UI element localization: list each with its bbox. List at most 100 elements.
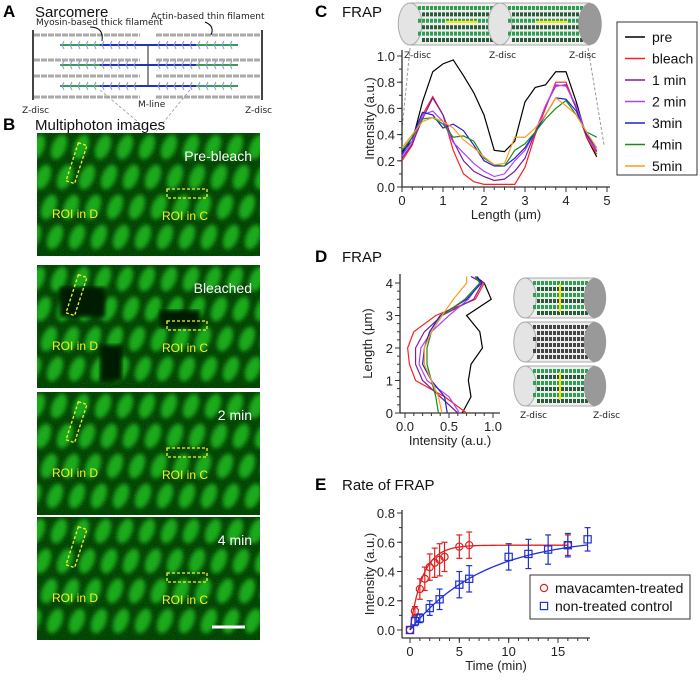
x-tick-label: 3 xyxy=(521,193,528,208)
sarcomere-band xyxy=(16,576,39,605)
cylinder-end xyxy=(513,277,537,319)
y-tick-label: 3 xyxy=(386,309,393,324)
pointer-arrow xyxy=(204,21,213,36)
z-disc-end xyxy=(583,322,607,362)
y-tick-label: 0.4 xyxy=(377,128,395,143)
sarcomere-band xyxy=(264,354,287,383)
sarcomere-band xyxy=(286,354,309,383)
myosin-head xyxy=(157,40,161,50)
legend-label: bleach xyxy=(652,51,693,67)
myosin-head xyxy=(101,40,105,50)
myosin-head xyxy=(197,40,201,50)
myosin-head xyxy=(165,40,169,50)
sarcomere-band xyxy=(274,546,297,575)
myosin-head xyxy=(181,81,185,91)
data-point xyxy=(415,584,425,594)
roi-d-box xyxy=(65,400,88,444)
legend-box xyxy=(616,21,698,176)
panel-title: Multiphoton images xyxy=(35,117,165,134)
sarcomere-band xyxy=(280,324,303,353)
panel-letter: E xyxy=(315,475,326,494)
myosin-head xyxy=(205,60,209,70)
chart-c: 0 1 2 3 4 5 0.0 0.2 0.4 0.6 0.8 1.0 Length (µm) Inten… xyxy=(362,21,698,222)
myosin-head xyxy=(101,81,105,91)
roi-d-box xyxy=(65,141,88,185)
panel-title: FRAP xyxy=(342,249,382,266)
x-axis-label: Length (µm) xyxy=(471,207,541,222)
myosin-head xyxy=(69,81,73,91)
sarcomere-band xyxy=(274,162,297,191)
sarcomere-band xyxy=(268,132,291,161)
myosin-head xyxy=(133,81,137,91)
data-point xyxy=(405,625,415,635)
series-line-4min xyxy=(401,99,598,167)
sarcomere-band xyxy=(280,576,303,605)
myosin-head xyxy=(157,60,161,70)
sarcomere-band xyxy=(274,294,297,323)
myosin-head xyxy=(189,81,193,91)
data-point xyxy=(455,580,464,589)
x-tick-label: 5 xyxy=(603,193,610,208)
myosin-head xyxy=(77,40,81,50)
micrograph-image: ROI in D ROI in C 4 min xyxy=(4,516,309,640)
panel-b-multiphoton: B Multiphoton images ROI in D ROI in C Pre… xyxy=(3,115,309,640)
roi-d-label: ROI in D xyxy=(52,207,98,221)
myosin-head xyxy=(133,40,137,50)
myosin-head xyxy=(181,40,185,50)
sarcomere-band xyxy=(280,451,303,480)
data-point xyxy=(524,549,533,559)
panel-letter: B xyxy=(3,115,15,134)
sarcomere-band xyxy=(264,481,287,510)
x-axis-label: Intensity (a.u.) xyxy=(409,433,491,448)
x-tick-label: 2 xyxy=(480,193,487,208)
z-disc-label: Z-disc xyxy=(245,106,272,116)
myosin-head xyxy=(109,40,113,50)
y-axis-label: Intensity (a.u.) xyxy=(362,77,377,159)
myosin-head xyxy=(85,81,89,91)
myosin-head xyxy=(221,60,225,70)
y-tick-label: 0.8 xyxy=(377,75,395,90)
data-point xyxy=(465,574,474,584)
myosin-head xyxy=(117,40,121,50)
z-disc-label: Z-disc xyxy=(22,106,49,116)
myosin-head xyxy=(213,40,217,50)
y-tick-label: 0.2 xyxy=(377,154,395,169)
roi-c-label: ROI in C xyxy=(162,341,208,355)
sarcomere-band xyxy=(4,132,27,161)
z-disc-label: Z-disc xyxy=(593,411,620,421)
legend-marker xyxy=(539,601,549,611)
myosin-head xyxy=(77,81,81,91)
myosin-head xyxy=(85,60,89,70)
bleached-region xyxy=(100,345,122,381)
sarcomere-band xyxy=(274,421,297,450)
cylinder-end xyxy=(513,365,537,407)
x-tick-label: 1.0 xyxy=(484,419,502,434)
fit-curve xyxy=(409,544,568,631)
series-line-1-min xyxy=(414,275,484,414)
image-noise xyxy=(37,265,260,388)
bleached-region xyxy=(160,310,200,328)
legend-label: 5min xyxy=(652,158,682,174)
sarcomere-band xyxy=(286,606,309,635)
y-tick-label: 4 xyxy=(386,276,393,291)
roi-c-box xyxy=(166,320,208,331)
myosin-head xyxy=(205,81,209,91)
myosin-head xyxy=(61,40,65,50)
x-tick-label: 0 xyxy=(398,193,405,208)
x-tick-label: 5 xyxy=(456,644,463,659)
myosin-head xyxy=(221,40,225,50)
myosin-head xyxy=(69,40,73,50)
myofibril-cylinder-diagram xyxy=(397,2,605,146)
myosin-head xyxy=(77,60,81,70)
myosin-head xyxy=(181,60,185,70)
sarcomere-band xyxy=(4,516,27,545)
myosin-head xyxy=(133,60,137,70)
y-tick-label: 1 xyxy=(386,374,393,389)
myosin-head xyxy=(61,81,65,91)
myosin-head xyxy=(117,60,121,70)
roi-c-label: ROI in C xyxy=(162,593,208,607)
legend-box xyxy=(529,574,691,620)
data-point xyxy=(410,606,420,616)
z-disc-label: Z-disc xyxy=(404,51,431,61)
